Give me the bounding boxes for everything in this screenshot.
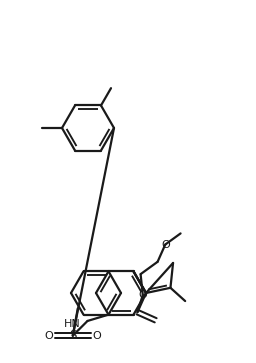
- Text: O: O: [138, 290, 147, 300]
- Text: O: O: [161, 240, 170, 249]
- Text: O: O: [45, 331, 53, 340]
- Text: S: S: [69, 329, 77, 342]
- Text: O: O: [92, 331, 101, 340]
- Text: HN: HN: [64, 319, 80, 329]
